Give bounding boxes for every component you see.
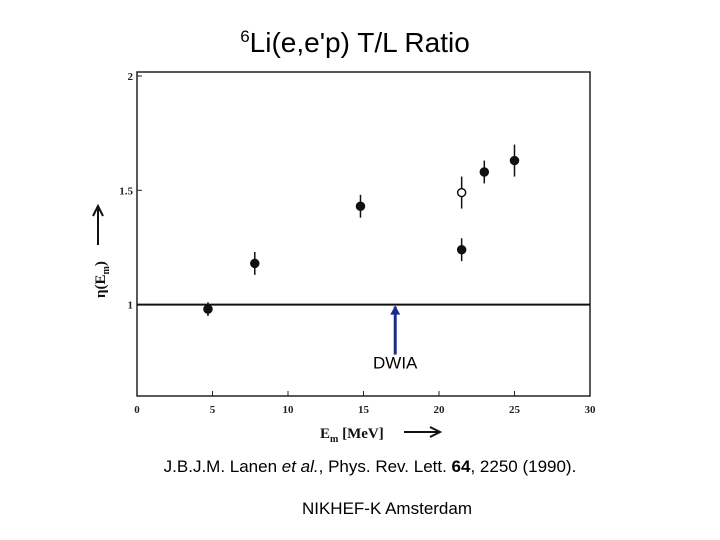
x-axis-arrow xyxy=(404,426,443,438)
x-axis-label: Em [MeV] xyxy=(320,426,384,445)
annotation-label: DWIA xyxy=(373,354,418,373)
y-label-part: η(E xyxy=(93,274,109,298)
x-tick-label: 20 xyxy=(434,404,446,416)
y-label-part: ) xyxy=(93,261,109,266)
data-point xyxy=(355,201,366,212)
title-text: Li(e,e'p) T/L Ratio xyxy=(250,27,470,58)
y-tick-label: 1 xyxy=(128,300,134,312)
plot: 0 5 10 15 20 25 30 1 1.5 2 DWIA xyxy=(119,71,596,416)
citation-part: , 2250 (1990). xyxy=(470,457,576,476)
x-label-part: m xyxy=(330,434,339,445)
y-tick-label: 1.5 xyxy=(119,185,133,197)
footer: NIKHEF-K Amsterdam xyxy=(302,499,472,518)
citation-part: 64 xyxy=(452,457,471,476)
plot-frame xyxy=(136,71,591,397)
data-point xyxy=(456,244,467,255)
data-point xyxy=(203,304,213,314)
x-tick-label: 10 xyxy=(283,404,295,416)
x-tick-label: 30 xyxy=(585,404,597,416)
citation-part: , Phys. Rev. Lett. xyxy=(319,457,452,476)
citation: J.B.J.M. Lanen et al., Phys. Rev. Lett. … xyxy=(164,457,577,476)
title-superscript: 6 xyxy=(240,27,249,46)
slide-title: 6Li(e,e'p) T/L Ratio xyxy=(240,27,470,58)
annotation-arrowhead xyxy=(390,305,401,315)
x-tick-label: 25 xyxy=(509,404,521,416)
data-point xyxy=(456,187,467,198)
x-label-part: E xyxy=(320,426,330,442)
x-tick-label: 0 xyxy=(134,404,140,416)
y-tick-label: 2 xyxy=(128,71,134,83)
data-point xyxy=(509,155,520,166)
x-label-part: [MeV] xyxy=(338,426,383,442)
x-tick-label: 15 xyxy=(358,404,370,416)
data-point xyxy=(479,167,490,177)
y-axis-label: η(Em) xyxy=(93,261,112,298)
y-axis-arrow xyxy=(92,203,104,245)
x-tick-label: 5 xyxy=(210,404,216,416)
citation-part: J.B.J.M. Lanen xyxy=(164,457,282,476)
data-point xyxy=(250,258,260,269)
citation-part: et al. xyxy=(282,457,319,476)
y-label-part: m xyxy=(101,265,112,274)
